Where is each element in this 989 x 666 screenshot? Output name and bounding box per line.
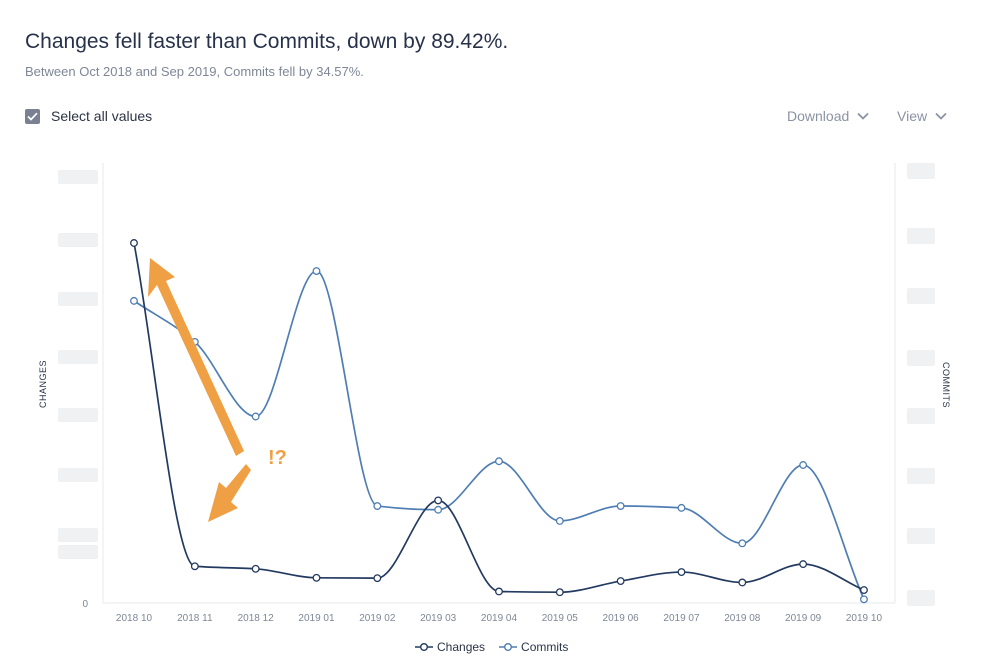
legend-commits-label: Commits (521, 640, 569, 654)
chart-axes: 0 CHANGES COMMITS (38, 163, 951, 610)
commits-data-point (860, 595, 868, 604)
y-tick-right-blurred (907, 163, 935, 179)
annotation-arrow-down (208, 464, 251, 522)
select-all-label: Select all values (51, 108, 153, 124)
y-tick-left-blurred (58, 292, 98, 306)
x-tick-label: 2018 10 (116, 613, 153, 624)
changes-data-point (555, 588, 564, 597)
view-label: View (897, 108, 928, 124)
changes-data-point (190, 562, 199, 571)
x-tick-label: 2019 10 (846, 613, 883, 624)
y-tick-right-blurred (907, 528, 935, 544)
annotation-arrows: !? (148, 258, 287, 522)
y-tick-left-blurred (58, 350, 98, 364)
commits-data-point (555, 516, 564, 525)
y-tick-right-blurred (907, 350, 935, 366)
legend-changes-label: Changes (437, 640, 486, 654)
commits-data-point (677, 503, 686, 512)
check-icon (27, 112, 38, 121)
changes-data-point (677, 568, 686, 576)
x-axis-ticks: 2018 10 2018 11 2018 12 2019 01 2019 02 2019 … (116, 613, 883, 624)
commits-data-point (738, 539, 747, 548)
commits-series-line (133, 270, 865, 600)
x-tick-label: 2019 07 (663, 613, 700, 624)
series-lines (133, 242, 865, 600)
x-tick-label: 2019 04 (481, 613, 518, 624)
annotation-arrow-up (148, 258, 244, 456)
x-tick-label: 2019 02 (359, 613, 396, 624)
y-tick-left-blurred (58, 233, 98, 247)
changes-data-point (495, 587, 503, 596)
chevron-down-icon (935, 112, 947, 120)
x-tick-label: 2019 08 (724, 613, 761, 624)
y-tick-right-blurred (907, 590, 935, 606)
changes-data-point (251, 564, 260, 573)
download-dropdown[interactable]: Download (787, 108, 869, 124)
y-tick-left-blurred (58, 545, 98, 559)
x-tick-label: 2019 06 (603, 613, 640, 624)
y-axis-zero-label: 0 (82, 599, 88, 610)
changes-data-point (616, 577, 625, 585)
legend-commits-swatch (499, 643, 518, 651)
view-dropdown[interactable]: View (897, 108, 947, 124)
select-all-toggle[interactable]: Select all values (25, 108, 152, 124)
changes-series-line (133, 242, 865, 594)
x-tick-label: 2018 12 (238, 613, 275, 624)
series-points (130, 239, 868, 604)
x-tick-label: 2019 01 (298, 613, 335, 624)
chart-title: Changes fell faster than Commits, down b… (25, 30, 509, 53)
commits-data-point (495, 457, 503, 466)
legend-changes-swatch (415, 643, 433, 651)
annotation-label: !? (268, 447, 287, 469)
legend-item-commits[interactable]: Commits (499, 640, 568, 654)
chevron-down-icon (857, 112, 869, 120)
select-all-checkbox[interactable] (25, 108, 40, 124)
commits-data-point (434, 505, 443, 514)
y-tick-left-blurred (58, 170, 98, 184)
commits-data-point (312, 267, 321, 275)
commits-data-point (373, 502, 382, 510)
y-tick-right-blurred (907, 288, 935, 304)
y-tick-left-blurred (58, 468, 98, 482)
commits-data-point (616, 502, 625, 510)
changes-data-point (434, 496, 443, 505)
x-tick-label: 2019 05 (542, 613, 579, 624)
y-tick-right-blurred (907, 228, 935, 244)
x-tick-label: 2019 09 (785, 613, 822, 624)
y-tick-left-blurred (58, 528, 98, 542)
changes-data-point (738, 578, 747, 587)
changes-data-point (860, 586, 868, 594)
x-tick-label: 2018 11 (177, 613, 213, 624)
y-axis-left-title: CHANGES (38, 360, 48, 408)
y-tick-left-blurred (58, 408, 98, 422)
changes-data-point (312, 573, 321, 582)
legend-item-changes[interactable]: Changes (415, 640, 485, 654)
download-label: Download (787, 108, 850, 124)
changes-data-point (373, 574, 382, 583)
y-tick-right-blurred (907, 468, 935, 484)
commits-data-point (251, 412, 260, 421)
x-tick-label: 2019 03 (420, 613, 457, 624)
commits-data-point (130, 296, 138, 305)
chart-legend: Changes Commits (415, 640, 582, 654)
commits-data-point (799, 461, 808, 469)
y-tick-right-blurred (907, 408, 935, 424)
changes-data-point (799, 560, 808, 569)
chart-subtitle: Between Oct 2018 and Sep 2019, Commits f… (25, 64, 364, 79)
changes-data-point (130, 239, 138, 247)
y-axis-right-title: COMMITS (941, 362, 951, 408)
